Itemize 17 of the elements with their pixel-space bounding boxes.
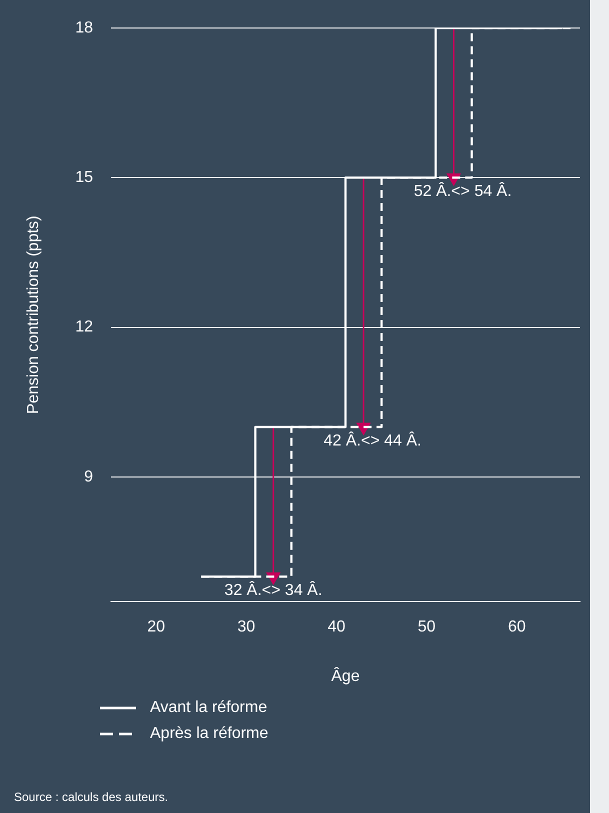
y-tick-label: 15 bbox=[75, 169, 94, 186]
annotation: 32 Â.<> 34 Â. bbox=[224, 581, 322, 600]
x-tick-label: 20 bbox=[147, 618, 166, 636]
annotation: 42 Â.<> 44 Â. bbox=[324, 431, 422, 450]
y-tick-label: 18 bbox=[75, 19, 94, 36]
y-tick-label: 12 bbox=[75, 318, 94, 336]
y-axis-title: Pension contributions (ppts) bbox=[25, 216, 42, 414]
annotation: 52 Â.<> 54 Â. bbox=[414, 182, 512, 200]
legend-label: Après la réforme bbox=[150, 725, 268, 743]
x-tick-label: 60 bbox=[508, 618, 526, 636]
x-tick-label: 50 bbox=[418, 618, 436, 636]
legend-label: Avant la réforme bbox=[150, 699, 268, 717]
x-tick-label: 40 bbox=[328, 618, 346, 636]
y-tick-label: 9 bbox=[84, 468, 94, 486]
x-axis-title: Âge bbox=[331, 666, 360, 685]
source-note: Source : calculs des auteurs. bbox=[14, 790, 168, 804]
x-tick-label: 30 bbox=[237, 618, 256, 636]
